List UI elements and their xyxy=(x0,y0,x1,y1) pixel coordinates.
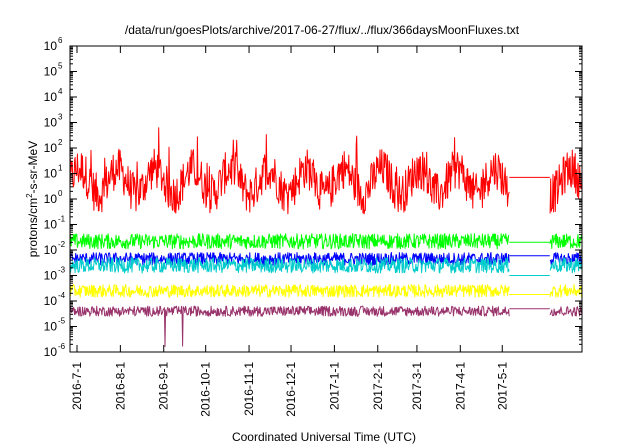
y-tick-label: 10 xyxy=(44,320,58,334)
y-tick-label: 10 xyxy=(44,294,58,308)
series-line xyxy=(69,233,583,250)
y-tick-exponent: 0 xyxy=(58,189,63,198)
y-axis-label-sup: 2 xyxy=(25,193,34,198)
y-tick-exponent: -3 xyxy=(58,266,66,275)
x-axis-label: Coordinated Universal Time (UTC) xyxy=(232,430,416,444)
y-tick-exponent: -5 xyxy=(58,317,66,326)
y-tick-exponent: 2 xyxy=(58,138,63,147)
y-tick-label: 10 xyxy=(44,345,58,359)
x-tick-label: 2017-1-1 xyxy=(327,362,341,410)
x-tick-label: 2016-8-1 xyxy=(113,362,127,410)
y-tick-label: 10 xyxy=(44,65,58,79)
y-tick-exponent: 5 xyxy=(58,62,63,71)
y-tick-exponent: -4 xyxy=(58,291,66,300)
y-tick-exponent: -2 xyxy=(58,240,66,249)
x-tick-label: 2016-12-1 xyxy=(284,362,298,417)
y-tick-label: 10 xyxy=(44,269,58,283)
x-tick-label: 2016-10-1 xyxy=(199,362,213,417)
y-axis-label: protons/cm2-s-sr-MeV xyxy=(25,141,40,257)
y-tick-exponent: -6 xyxy=(58,342,66,351)
x-tick-label: 2017-3-1 xyxy=(410,362,424,410)
series-line xyxy=(69,257,583,276)
series-layer xyxy=(69,127,583,347)
y-tick-label: 10 xyxy=(44,167,58,181)
y-tick-exponent: 3 xyxy=(58,113,63,122)
y-tick-exponent: 4 xyxy=(58,87,63,96)
y-tick-label: 10 xyxy=(44,39,58,53)
y-axis-label-rest: -s-sr-MeV xyxy=(26,141,40,194)
y-tick-exponent: 6 xyxy=(58,36,63,45)
x-tick-label: 2017-2-1 xyxy=(371,362,385,410)
x-tick-label: 2016-7-1 xyxy=(70,362,84,410)
x-tick-label: 2016-11-1 xyxy=(242,362,256,416)
x-tick-label: 2017-5-1 xyxy=(495,362,509,410)
y-tick-label: 10 xyxy=(44,243,58,257)
y-tick-label: 10 xyxy=(44,90,58,104)
y-tick-exponent: -1 xyxy=(58,215,66,224)
series-line xyxy=(69,284,583,298)
y-axis-label-base: protons/cm xyxy=(26,198,40,257)
x-tick-label: 2016-9-1 xyxy=(157,362,171,410)
x-axis-ticks: 2016-7-1 2016-8-1 2016-9-1 2016-10-1 2016-11… xyxy=(70,46,509,417)
series-line xyxy=(69,305,583,347)
series-line xyxy=(69,127,583,215)
y-tick-label: 10 xyxy=(44,218,58,232)
chart-title: /data/run/goesPlots/archive/2017-06-27/f… xyxy=(125,23,520,37)
y-tick-label: 10 xyxy=(44,116,58,130)
y-tick-exponent: 1 xyxy=(58,164,63,173)
x-tick-label: 2017-4-1 xyxy=(453,362,467,410)
y-tick-label: 10 xyxy=(44,192,58,206)
y-axis-ticks: 10 -610 -510 -410 -310 -210 -110 010 110 210 310 41… xyxy=(44,36,582,359)
series-line xyxy=(69,252,583,266)
y-tick-label: 10 xyxy=(44,141,58,155)
